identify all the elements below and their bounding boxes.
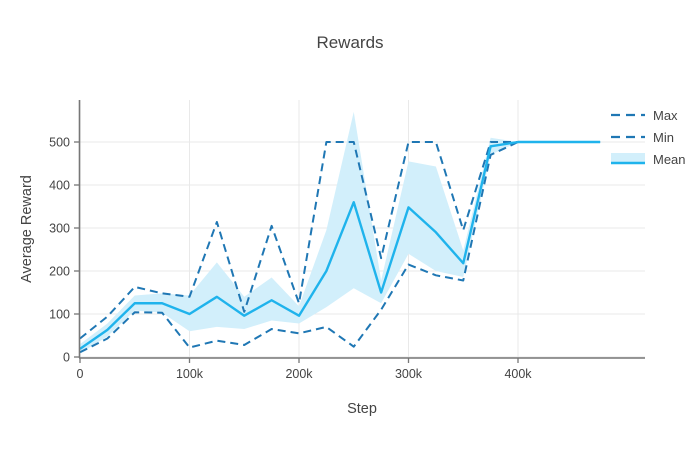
max-line[interactable]	[79, 141, 601, 340]
axis-lines	[78, 100, 645, 359]
x-axis-title: Step	[347, 401, 377, 417]
legend-label-min: Min	[653, 129, 674, 145]
y-tick-label: 500	[49, 136, 70, 150]
min-dashed-line-icon	[611, 135, 645, 139]
x-tick-label: 300k	[395, 367, 423, 381]
x-tick-label: 400k	[504, 367, 532, 381]
y-tick-label: 300	[49, 222, 70, 236]
std-band	[80, 111, 601, 354]
y-tick-label: 200	[49, 265, 70, 279]
chart-title: Rewards	[316, 33, 384, 52]
legend-label-mean: Mean	[653, 151, 686, 167]
legend-item-mean[interactable]: Mean	[610, 148, 686, 170]
x-tick-label: 0	[77, 367, 84, 381]
mean-line[interactable]	[79, 140, 601, 350]
y-axis-title: Average Reward	[19, 175, 35, 283]
x-tick-label: 100k	[176, 367, 204, 381]
legend-item-max[interactable]: Max	[610, 104, 686, 126]
max-dashed-line-icon	[611, 113, 645, 117]
x-tick-label: 200k	[285, 367, 313, 381]
y-tick-label: 400	[49, 179, 70, 193]
legend: Max Min Mean	[610, 104, 686, 170]
y-tick-label: 100	[49, 308, 70, 322]
legend-item-min[interactable]: Min	[610, 126, 686, 148]
mean-line-with-band-icon	[611, 153, 645, 165]
legend-label-max: Max	[653, 107, 678, 123]
min-line[interactable]	[79, 141, 601, 354]
y-tick-label: 0	[63, 351, 70, 365]
tick-marks: 0 100k 200k 300k 400k 0 100 200 300 400 500	[49, 136, 532, 382]
